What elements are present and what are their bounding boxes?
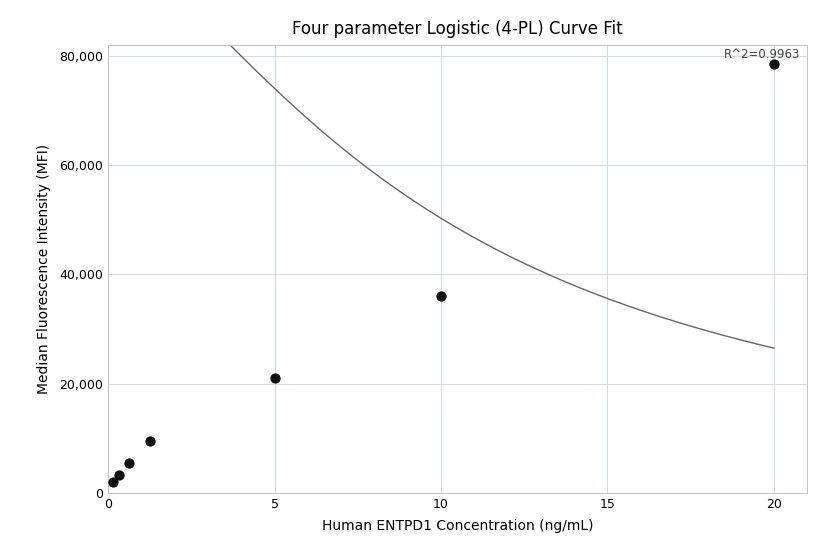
- Text: R^2=0.9963: R^2=0.9963: [724, 48, 800, 60]
- Point: [143, 436, 156, 445]
- Point: [112, 471, 126, 480]
- Point: [434, 292, 448, 301]
- Title: Four parameter Logistic (4-PL) Curve Fit: Four parameter Logistic (4-PL) Curve Fit: [292, 20, 623, 38]
- Y-axis label: Median Fluorescence Intensity (MFI): Median Fluorescence Intensity (MFI): [37, 144, 51, 394]
- Point: [767, 59, 780, 68]
- X-axis label: Human ENTPD1 Concentration (ng/mL): Human ENTPD1 Concentration (ng/mL): [322, 519, 593, 533]
- Point: [122, 458, 136, 467]
- Point: [106, 477, 120, 486]
- Point: [268, 374, 281, 382]
